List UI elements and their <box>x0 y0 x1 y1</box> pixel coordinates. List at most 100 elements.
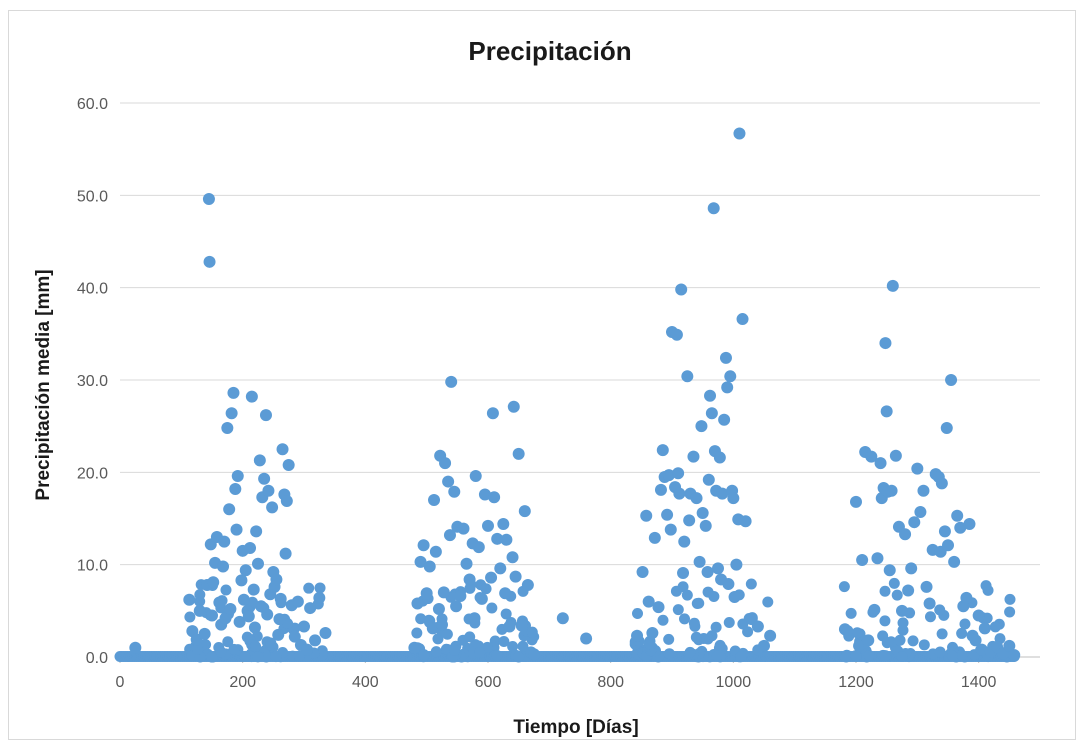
data-point <box>672 604 684 616</box>
data-point <box>303 582 315 594</box>
data-point <box>224 602 237 615</box>
data-point <box>675 283 688 296</box>
data-point <box>883 564 896 577</box>
x-tick-label: 0 <box>116 674 125 691</box>
data-point <box>426 622 439 635</box>
data-point <box>730 558 743 571</box>
data-point <box>640 509 653 522</box>
data-point <box>429 545 442 558</box>
data-point <box>632 607 644 619</box>
data-point <box>889 449 902 462</box>
gridlines <box>120 102 1040 566</box>
data-point <box>203 255 216 268</box>
data-point <box>963 518 976 531</box>
data-point <box>865 450 878 463</box>
data-point <box>233 615 246 628</box>
data-point <box>239 564 252 577</box>
data-point <box>221 422 234 435</box>
data-point <box>923 597 936 610</box>
data-point <box>252 651 264 663</box>
data-point <box>914 506 927 519</box>
data-point <box>265 637 277 649</box>
data-point <box>270 651 282 663</box>
x-tick-label: 800 <box>597 674 624 691</box>
data-point <box>518 505 531 518</box>
data-point <box>225 407 238 420</box>
data-point <box>982 584 994 596</box>
data-point <box>448 485 461 498</box>
data-point <box>417 539 430 552</box>
data-point <box>507 640 519 652</box>
data-point <box>270 573 283 586</box>
data-point <box>252 557 264 570</box>
data-point <box>945 374 958 386</box>
data-point <box>276 443 289 456</box>
data-point <box>946 650 958 662</box>
data-point <box>428 494 441 507</box>
chart-container: 0.0 10.0 20.0 30.0 40.0 50.0 60.0 0 200 400 600 800… <box>8 10 1076 740</box>
data-point <box>891 589 903 601</box>
data-point <box>863 650 875 662</box>
data-point <box>934 604 946 616</box>
y-axis-label: Precipitación media [mm] <box>33 269 54 500</box>
data-point <box>850 650 862 662</box>
data-point <box>439 457 452 470</box>
data-point <box>301 643 314 656</box>
x-tick-label: 200 <box>229 674 256 691</box>
data-point <box>497 518 510 531</box>
data-point <box>478 488 491 501</box>
x-tick-label: 1000 <box>716 674 752 691</box>
data-point <box>217 560 230 573</box>
data-point <box>711 650 723 662</box>
data-point <box>457 522 470 535</box>
data-point <box>897 617 909 629</box>
data-point <box>918 639 930 651</box>
data-point <box>259 409 272 422</box>
data-point <box>972 609 985 622</box>
data-point <box>951 509 964 522</box>
data-point <box>879 615 891 627</box>
data-point <box>202 193 215 206</box>
data-point <box>710 621 722 633</box>
data-point <box>705 407 718 420</box>
data-point <box>485 571 498 584</box>
data-point <box>874 457 887 470</box>
data-point <box>896 604 908 617</box>
data-point <box>260 651 272 663</box>
data-point <box>739 515 752 528</box>
data-point <box>693 597 705 609</box>
data-point <box>261 608 274 621</box>
data-point <box>978 622 991 635</box>
x-tick-label: 400 <box>352 674 379 691</box>
data-point <box>724 370 737 383</box>
data-point <box>713 451 726 464</box>
data-point <box>924 611 936 623</box>
data-point <box>656 444 669 457</box>
data-point <box>735 651 747 663</box>
data-point <box>696 506 709 519</box>
data-point <box>684 646 696 658</box>
data-point <box>509 570 522 583</box>
chart-title: Precipitación <box>468 36 631 66</box>
data-point <box>316 645 328 657</box>
data-point <box>702 586 714 598</box>
data-point <box>219 612 232 625</box>
data-point <box>230 523 243 536</box>
data-point <box>309 634 322 647</box>
data-point <box>758 639 770 652</box>
data-point <box>183 593 196 606</box>
data-point <box>500 533 513 546</box>
data-point <box>235 574 248 587</box>
data-point <box>908 516 921 529</box>
data-point <box>879 337 892 350</box>
data-point <box>481 641 493 653</box>
data-point <box>218 535 231 548</box>
data-point <box>693 555 706 568</box>
data-point <box>220 584 232 596</box>
data-point <box>517 640 529 652</box>
y-tick-label: 50.0 <box>77 188 108 205</box>
data-point <box>237 593 250 606</box>
data-point <box>956 649 968 661</box>
data-point <box>506 551 519 564</box>
data-point <box>751 620 764 633</box>
